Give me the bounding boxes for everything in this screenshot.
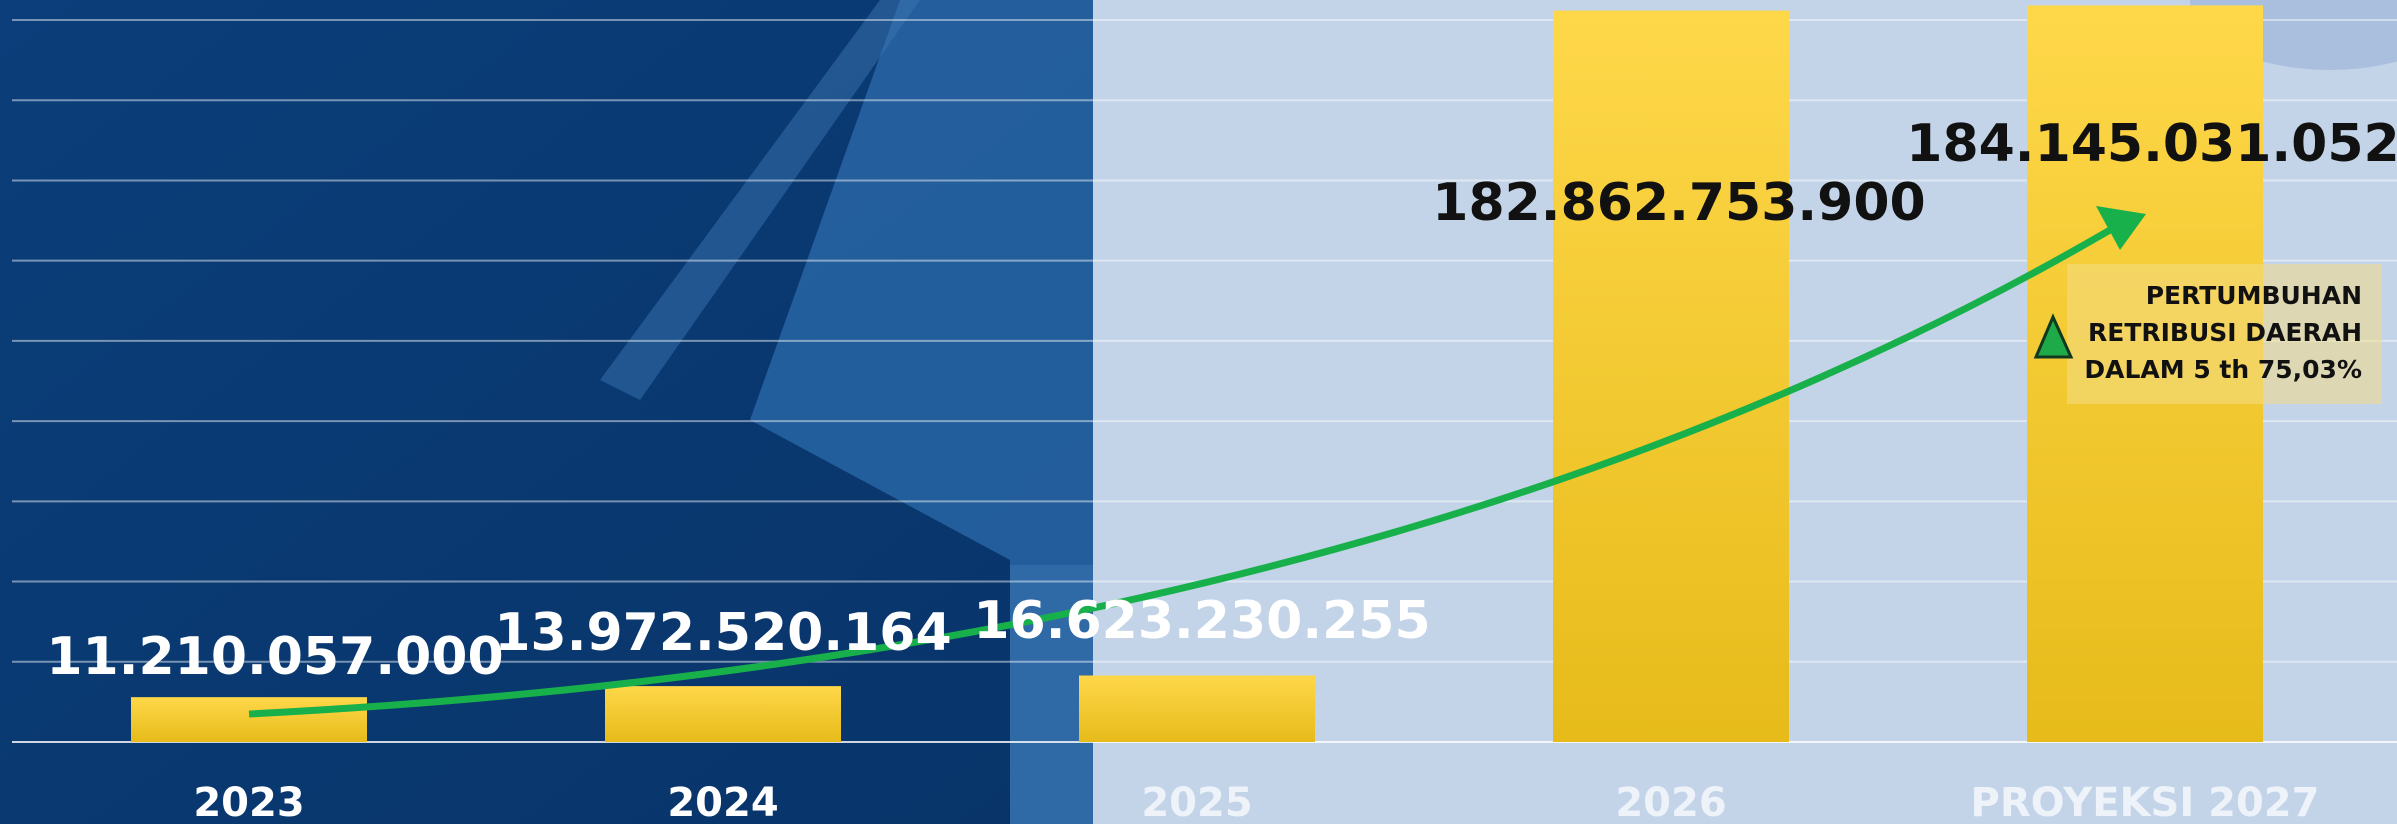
bar [131,697,367,742]
annotation-line: DALAM 5 th 75,03% [2084,355,2362,384]
bar [1079,675,1315,742]
labels: 11.210.057.000 2023 13.972.520.164 2024 16.6… [46,114,2397,824]
value-label: 11.210.057.000 [46,627,503,687]
annotation-line: RETRIBUSI DAERAH [2088,318,2362,347]
category-label: PROYEKSI 2027 [1971,780,2320,824]
value-label: 182.862.753.900 [1432,173,1925,233]
arrow-head [2096,206,2146,250]
building [750,0,1093,824]
bar [605,686,841,742]
up-triangle [2033,313,2074,359]
category-label: 2026 [1615,780,1726,824]
annotation-box [2067,264,2382,404]
bar [1553,10,1789,742]
category-label: 2025 [1141,780,1252,824]
building-edge [600,0,920,400]
trend-arrow [248,226,2112,718]
category-label: 2024 [667,780,778,824]
value-label: 184.145.031.052 [1906,114,2397,174]
annotation-line: PERTUMBUHAN [2146,281,2362,310]
grid [12,19,2397,743]
category-label: 2023 [193,780,304,824]
value-label: 16.623.230.255 [973,591,1430,651]
value-label: 13.972.520.164 [494,603,951,663]
